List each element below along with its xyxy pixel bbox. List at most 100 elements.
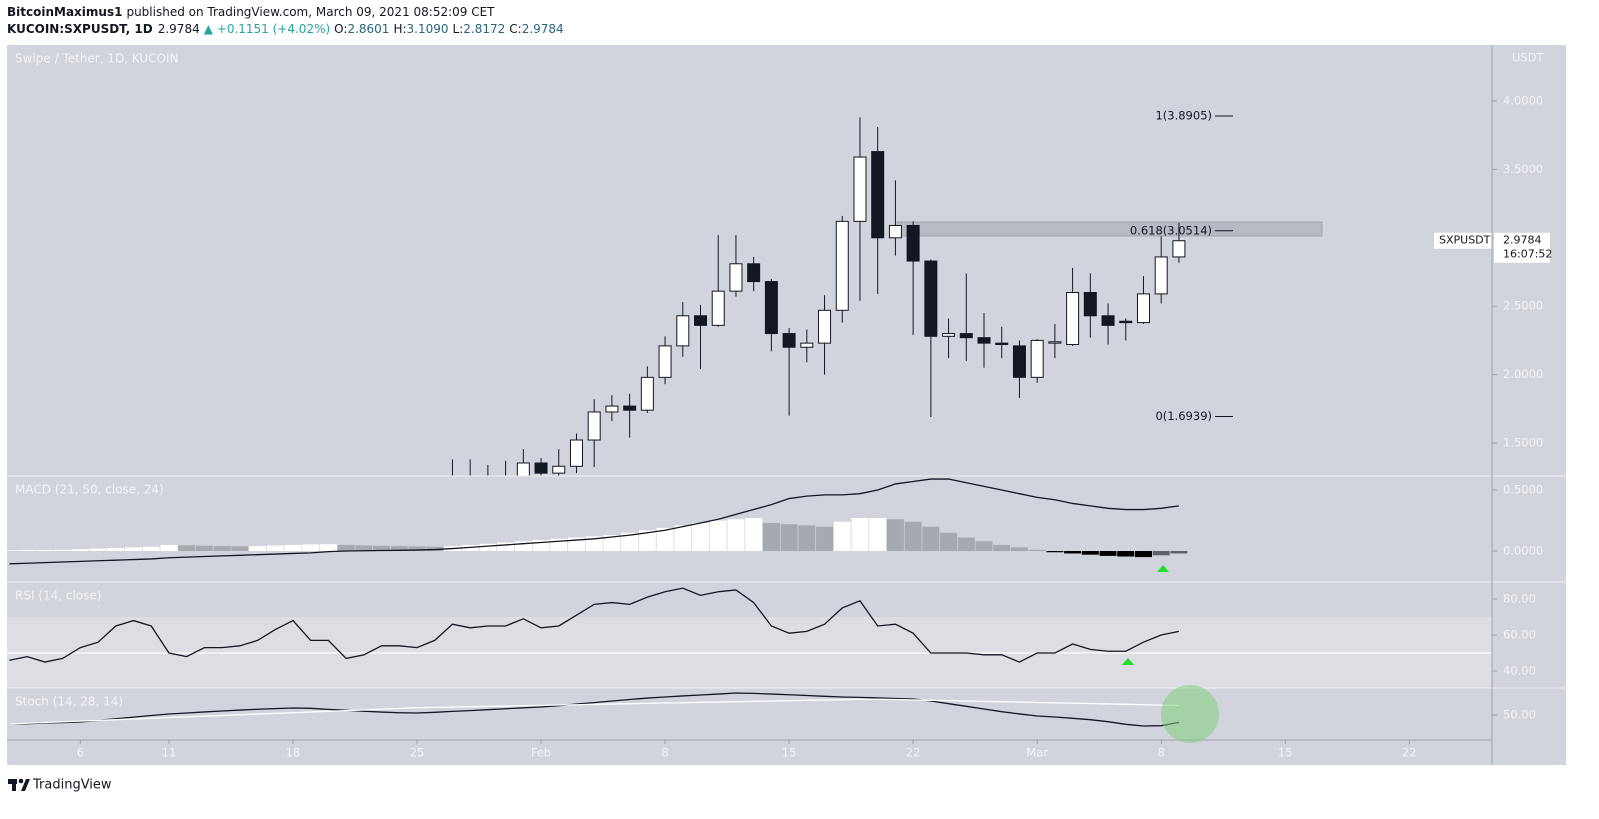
macd-histogram-bar xyxy=(532,540,550,552)
candle-body xyxy=(658,345,672,378)
candle-body xyxy=(782,333,796,348)
indicator-line xyxy=(9,478,1179,565)
macd-histogram-bar xyxy=(125,547,143,552)
pane xyxy=(9,692,1180,727)
macd-histogram-bar xyxy=(816,526,834,552)
price-tag-symbol: SXPUSDT xyxy=(1439,234,1491,247)
candle-body xyxy=(995,342,1009,346)
macd-histogram-bar xyxy=(497,542,515,552)
published: published on TradingView.com, March 09, … xyxy=(126,5,495,19)
price-tag-value: 2.9784 xyxy=(1503,234,1542,247)
macd-histogram-bar xyxy=(36,550,54,552)
footer-brand: TradingView xyxy=(32,778,112,793)
macd-histogram-bar xyxy=(1117,551,1135,557)
candle-body xyxy=(1083,292,1097,317)
resistance-zone xyxy=(896,221,1323,237)
x-tick-label: Feb xyxy=(531,746,551,760)
x-tick-label: 25 xyxy=(410,746,425,760)
high: 3.1090 xyxy=(407,22,449,36)
price-tag-countdown: 16:07:52 xyxy=(1503,248,1552,261)
candle-body xyxy=(871,151,885,239)
x-tick-label: 18 xyxy=(286,746,301,760)
y-tick-label: 2.5000 xyxy=(1503,299,1543,313)
price-tag-value-box xyxy=(1494,232,1550,263)
macd-histogram-bar xyxy=(302,544,320,552)
macd-histogram-bar xyxy=(178,545,196,552)
macd-histogram-bar xyxy=(142,546,160,552)
macd-histogram-bar xyxy=(7,550,18,552)
candle-body xyxy=(729,263,743,292)
fib-label: 1(3.8905) xyxy=(1155,108,1212,122)
candle-body xyxy=(888,224,902,239)
macd-histogram-bar xyxy=(833,521,851,552)
pane-title: Stoch (14, 28, 14) xyxy=(15,695,123,709)
candle-body xyxy=(764,281,778,335)
macd-histogram-bar xyxy=(107,547,125,552)
x-tick-label: Mar xyxy=(1026,746,1048,760)
indicator-line xyxy=(9,692,1180,727)
candle-body xyxy=(552,465,566,474)
y-tick-label: 0.5000 xyxy=(1503,483,1543,497)
candle-body xyxy=(605,405,619,413)
macd-histogram-bar xyxy=(1170,551,1188,554)
candle-body xyxy=(1119,320,1133,324)
macd-histogram-bar xyxy=(762,522,780,552)
macd-histogram-bar xyxy=(585,536,603,552)
y-tick-label: 4.0000 xyxy=(1503,93,1543,107)
low-label: L: xyxy=(453,22,464,36)
macd-histogram-bar xyxy=(479,543,497,552)
macd-histogram-bar xyxy=(408,546,426,552)
macd-histogram-bar xyxy=(709,520,727,552)
macd-histogram-bar xyxy=(390,546,408,552)
macd-histogram-bar xyxy=(692,522,710,552)
author: BitcoinMaximus1 xyxy=(7,5,122,19)
candle-body xyxy=(835,220,849,311)
macd-histogram-bar xyxy=(940,532,958,552)
indicator-line xyxy=(9,587,1180,663)
macd-histogram-bar xyxy=(89,548,107,552)
x-tick-label: 6 xyxy=(77,746,84,760)
macd-histogram-bar xyxy=(1028,549,1046,552)
y-tick-label: 1.5000 xyxy=(1503,436,1543,450)
x-tick-label: 8 xyxy=(1158,746,1165,760)
y-tick-label: 2.0000 xyxy=(1503,367,1543,381)
low: 2.8172 xyxy=(463,22,505,36)
macd-histogram-bar xyxy=(266,545,284,552)
candle-body xyxy=(587,411,601,441)
macd-histogram-bar xyxy=(869,518,887,552)
candle-body xyxy=(1066,292,1080,346)
macd-histogram-bar xyxy=(780,524,798,552)
macd-histogram-bar xyxy=(160,544,178,552)
macd-histogram-bar xyxy=(18,550,36,552)
x-tick-label: 11 xyxy=(162,746,177,760)
macd-histogram-bar xyxy=(426,546,444,552)
candle-body xyxy=(711,290,725,326)
candle-body xyxy=(818,309,832,344)
candle-body xyxy=(569,439,583,467)
macd-histogram-bar xyxy=(1099,551,1117,556)
x-tick-label: 22 xyxy=(906,746,921,760)
candle-body xyxy=(1101,315,1115,326)
price: 2.9784 xyxy=(158,22,200,36)
candle-body xyxy=(640,376,654,411)
macd-histogram-bar xyxy=(603,535,621,552)
candle-body xyxy=(959,333,973,339)
open: 2.8601 xyxy=(347,22,389,36)
candle-body xyxy=(1030,339,1044,378)
macd-histogram-bar xyxy=(886,519,904,552)
footer-logo xyxy=(8,778,30,791)
close: 2.9784 xyxy=(522,22,564,36)
macd-histogram-bar xyxy=(373,545,391,552)
price-tag-box xyxy=(1434,232,1492,249)
y-tick-label: 40.00 xyxy=(1503,664,1536,678)
y-tick-label: 3.5000 xyxy=(1503,162,1543,176)
x-tick-label: 15 xyxy=(782,746,797,760)
pane-title: Swipe / Tether, 1D, KUCOIN xyxy=(15,52,179,66)
candle-body xyxy=(853,156,867,222)
macd-histogram-bar xyxy=(249,546,267,552)
symbol-line: KUCOIN:SXPUSDT, 1D 2.9784 ▲ +0.1151 (+4.02… xyxy=(7,22,564,36)
macd-signal-marker xyxy=(1157,565,1169,572)
candle-body xyxy=(1048,341,1062,344)
change: ▲ +0.1151 (+4.02%) xyxy=(204,22,330,36)
